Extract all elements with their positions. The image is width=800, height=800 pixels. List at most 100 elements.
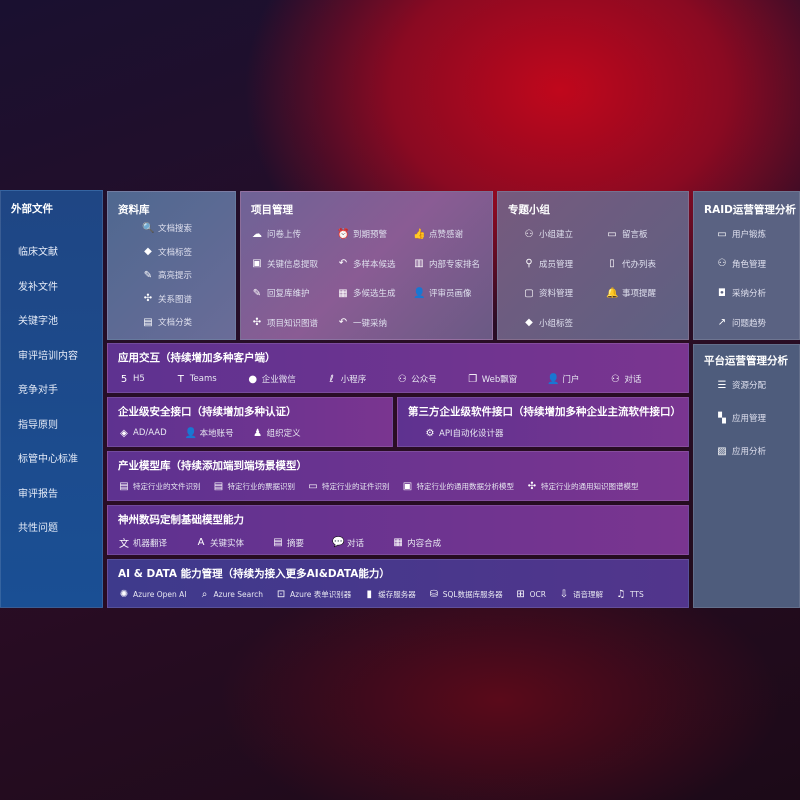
item-label: 组织定义	[266, 429, 301, 439]
users-icon: ⚇	[397, 373, 407, 385]
band-title: AI & DATA 能力管理（持续为接入更多AI&DATA能力）	[118, 568, 390, 580]
band-item[interactable]: ⚙ API自动化设计器	[424, 427, 504, 440]
band-item[interactable]: 👤 门户	[547, 373, 579, 386]
external-file-item[interactable]: 审评培训内容	[18, 350, 78, 362]
external-file-item[interactable]: 共性问题	[18, 523, 58, 534]
item-label: 问卷上传	[267, 230, 302, 240]
raid-item[interactable]: ⚇ 角色管理	[716, 258, 767, 270]
band-item[interactable]: ❐ Web飘窗	[467, 373, 517, 386]
external-file-item[interactable]: 审评报告	[18, 488, 58, 500]
raid-item[interactable]: ▭ 用户锻炼	[716, 228, 766, 241]
project-item[interactable]: 👍 点赞感谢	[413, 228, 464, 241]
item-label: 公众号	[411, 375, 437, 385]
raid-item[interactable]: ◘ 采纳分析	[716, 287, 766, 300]
band-item[interactable]: ⇩ 语音理解	[558, 589, 603, 600]
clipboard-icon: ▯	[609, 258, 615, 269]
band-item[interactable]: ⚇ 公众号	[396, 373, 437, 386]
graph-icon: ✣	[527, 481, 537, 492]
graph-icon: ✣	[252, 317, 262, 328]
group-item[interactable]: ◆ 小组标签	[523, 317, 573, 329]
project-item[interactable]: ▥ 内部专家排名	[413, 258, 480, 270]
tag-icon: ◆	[144, 246, 152, 257]
library-item[interactable]: ✣ 关系图谱	[142, 293, 192, 305]
band-item[interactable]: ⛁ SQL数据库服务器	[428, 589, 503, 600]
item-label: 语音理解	[572, 590, 603, 599]
upload-cloud-icon: ☁	[252, 228, 262, 240]
group-item[interactable]: ⚲ 成员管理	[523, 258, 573, 270]
project-item[interactable]: ✎ 回复库维护	[251, 287, 310, 300]
group-item[interactable]: 🔔 事项提醒	[606, 287, 656, 300]
project-item[interactable]: ▣ 关键信息提取	[251, 258, 318, 270]
cache-icon: ▮	[366, 589, 373, 600]
speech-icon: ⇩	[559, 589, 569, 600]
band-item[interactable]: ▤ 摘要	[272, 537, 304, 549]
graph-icon: ✣	[143, 293, 153, 304]
project-item[interactable]: 👤 评审员画像	[413, 287, 472, 300]
group-item[interactable]: ▢ 资料管理	[523, 287, 573, 300]
folder-icon: ▢	[524, 287, 534, 299]
external-file-item[interactable]: 发补文件	[18, 281, 58, 293]
platform-item[interactable]: ▚ 应用管理	[716, 412, 766, 425]
band-item[interactable]: ♫ TTS	[615, 589, 644, 600]
reply-icon: ↶	[338, 258, 348, 269]
band-item[interactable]: ▤ 特定行业的文件识别	[118, 481, 200, 492]
raid-item[interactable]: ↗ 问题趋势	[716, 317, 766, 329]
item-label: 文档分类	[158, 318, 193, 328]
summary-icon: ▤	[273, 537, 283, 548]
miniprogram-icon: ℓ	[329, 373, 334, 385]
band-item[interactable]: ✺ Azure Open AI	[118, 589, 187, 600]
library-item[interactable]: 🔍 文档搜索	[142, 222, 192, 235]
item-label: 本地账号	[199, 429, 234, 439]
group-item[interactable]: ⚇ 小组建立	[523, 228, 574, 241]
external-file-item[interactable]: 关键字池	[18, 316, 58, 327]
group-item[interactable]: ▯ 代办列表	[606, 258, 656, 270]
library-item[interactable]: ✎ 高亮提示	[142, 269, 192, 282]
band-item[interactable]: A 关键实体	[195, 537, 244, 549]
band-item[interactable]: ⊞ OCR	[515, 589, 546, 600]
external-files-title: 外部文件	[11, 203, 53, 215]
band-item[interactable]: T Teams	[175, 374, 217, 385]
item-label: 文档标签	[158, 247, 193, 258]
project-item[interactable]: ☁ 问卷上传	[251, 228, 302, 241]
item-label: 点赞感谢	[429, 230, 464, 240]
item-label: 缓存服务器	[378, 590, 416, 599]
project-item[interactable]: ⏰ 到期预警	[337, 228, 387, 241]
external-file-item[interactable]: 临床文献	[18, 247, 58, 258]
band-item[interactable]: ▮ 缓存服务器	[363, 589, 416, 600]
translate-icon: 文	[119, 539, 129, 550]
platform-item[interactable]: ☰ 资源分配	[716, 379, 767, 392]
library-item[interactable]: ◆ 文档标签	[142, 246, 192, 258]
project-item[interactable]: ▦ 多候选生成	[337, 287, 395, 300]
band-item[interactable]: ℓ 小程序	[326, 373, 367, 386]
band-item[interactable]: ▣ 特定行业的通用数据分析模型	[402, 481, 514, 492]
band-item[interactable]: ▤ 特定行业的票据识别	[213, 481, 295, 492]
external-file-item[interactable]: 竞争对手	[18, 385, 58, 396]
library-panel: 资料库 🔍 文档搜索 ◆ 文档标签 ✎ 高亮提示 ✣ 关系图谱 ▤ 文档分类	[107, 191, 236, 340]
item-label: Teams	[189, 374, 217, 384]
item-label: 关键信息提取	[267, 259, 319, 270]
external-file-item[interactable]: 指导原则	[18, 419, 58, 431]
band-item[interactable]: ▦ 内容合成	[392, 537, 441, 549]
project-item[interactable]: ✣ 项目知识图谱	[251, 317, 318, 329]
band-item[interactable]: 💬 对话	[332, 537, 364, 549]
band-item[interactable]: ⌕ Azure Search	[199, 589, 263, 600]
group-item[interactable]: ▭ 留言板	[606, 228, 647, 241]
library-item[interactable]: ▤ 文档分类	[142, 316, 193, 329]
project-item[interactable]: ↶ 多样本候选	[337, 258, 396, 270]
item-label: 特定行业的证件识别	[322, 482, 390, 491]
external-file-item[interactable]: 标管中心标准	[18, 454, 78, 465]
band-item[interactable]: ♟ 组织定义	[252, 427, 301, 440]
project-item[interactable]: ↶ 一键采纳	[337, 317, 387, 329]
band-item[interactable]: ◈ AD/AAD	[118, 428, 167, 439]
band-item[interactable]: ▭ 特定行业的证件识别	[307, 481, 390, 492]
band-item[interactable]: ✣ 特定行业的通用知识图谱模型	[526, 481, 639, 492]
band-item[interactable]: 文机器翻译	[118, 535, 167, 551]
chat-users-icon: ⚇	[610, 373, 620, 385]
platform-item[interactable]: ▨ 应用分析	[716, 445, 766, 458]
band-item[interactable]: 👤 本地账号	[185, 427, 234, 440]
band-item[interactable]: ⊡ Azure 表单识别器	[275, 589, 351, 600]
item-label: TTS	[629, 590, 644, 599]
band-item[interactable]: ⚇ 对话	[609, 373, 642, 386]
band-item[interactable]: ● 企业微信	[247, 373, 295, 386]
band-item[interactable]: 5 H5	[118, 374, 145, 385]
